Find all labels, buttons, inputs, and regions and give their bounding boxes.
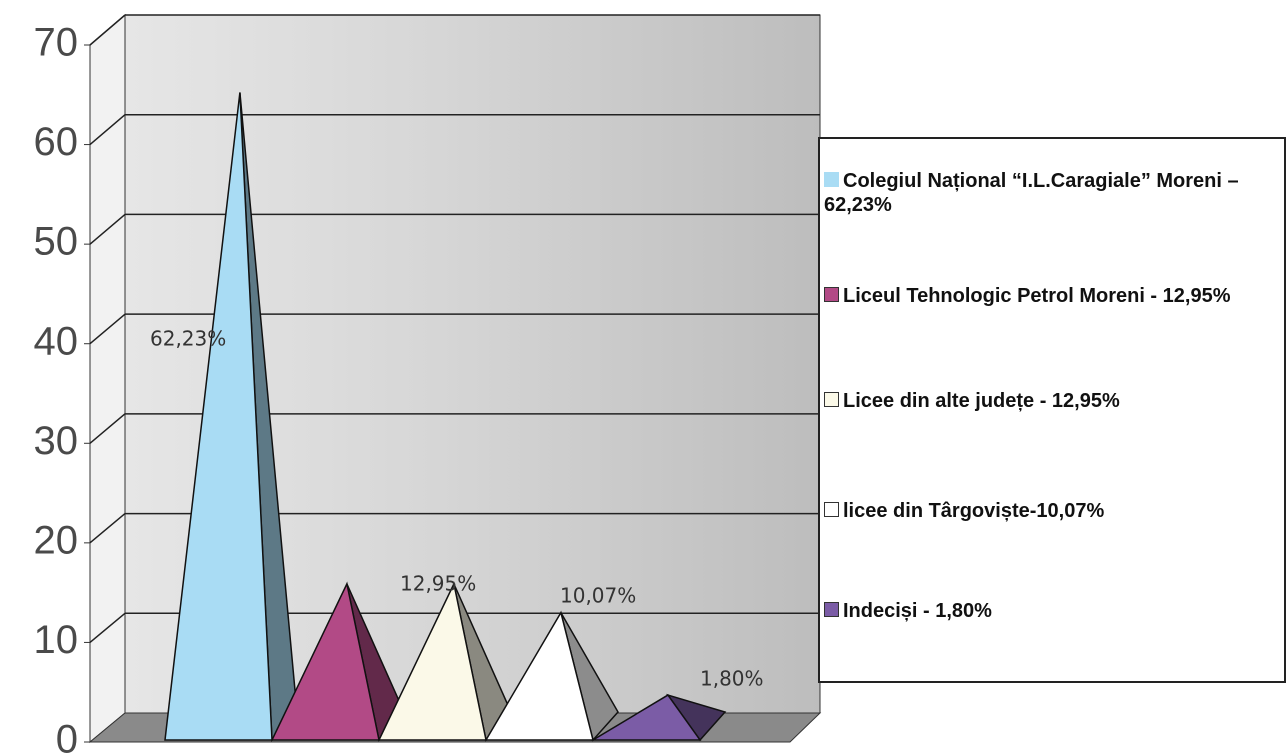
y-tick-label: 70 [34,21,79,65]
legend-swatch [824,602,839,617]
grid-line [89,313,126,345]
grid-line [89,213,126,245]
legend-entry: Licee din alte județe - 12,95% [824,389,1280,413]
legend-label: Indeciși - 1,80% [843,600,992,622]
value-label: 12,95% [400,572,476,596]
legend: Colegiul Național “I.L.Caragiale” Moreni… [818,137,1286,683]
legend-label: Colegiul Național “I.L.Caragiale” Moreni… [824,170,1239,216]
legend-entry: licee din Târgoviște-10,07% [824,499,1280,523]
value-label: 62,23% [150,327,226,351]
y-tick-label: 20 [34,518,79,562]
legend-label: licee din Târgoviște-10,07% [843,500,1105,522]
grid-line [89,612,126,644]
grid-line [89,413,126,444]
y-tick-label: 50 [34,220,79,264]
y-tick-label: 0 [56,718,78,756]
pyramid [164,92,273,741]
legend-label: Licee din alte județe - 12,95% [843,390,1120,412]
pyramid [270,581,380,741]
legend-label: Liceul Tehnologic Petrol Moreni - 12,95% [843,285,1231,307]
grid-line [89,14,126,46]
legend-swatch [824,392,839,407]
pyramid [377,581,487,741]
grid-line [89,114,126,146]
pyramid [484,610,594,741]
side-wall [89,13,126,744]
grid-line [89,512,126,544]
y-tick-label: 60 [34,120,79,164]
y-tick-label: 10 [34,618,79,662]
legend-entry: Liceul Tehnologic Petrol Moreni - 12,95% [824,284,1280,308]
pyramid [590,694,702,741]
y-tick-label: 40 [34,319,79,363]
value-label: 1,80% [700,667,764,691]
value-label: 10,07% [560,584,636,608]
legend-swatch [824,287,839,302]
legend-entry: Indeciși - 1,80% [824,599,1280,623]
legend-entry: Colegiul Național “I.L.Caragiale” Moreni… [824,169,1280,217]
legend-swatch [824,172,839,187]
y-tick-label: 30 [34,419,79,463]
legend-swatch [824,502,839,517]
